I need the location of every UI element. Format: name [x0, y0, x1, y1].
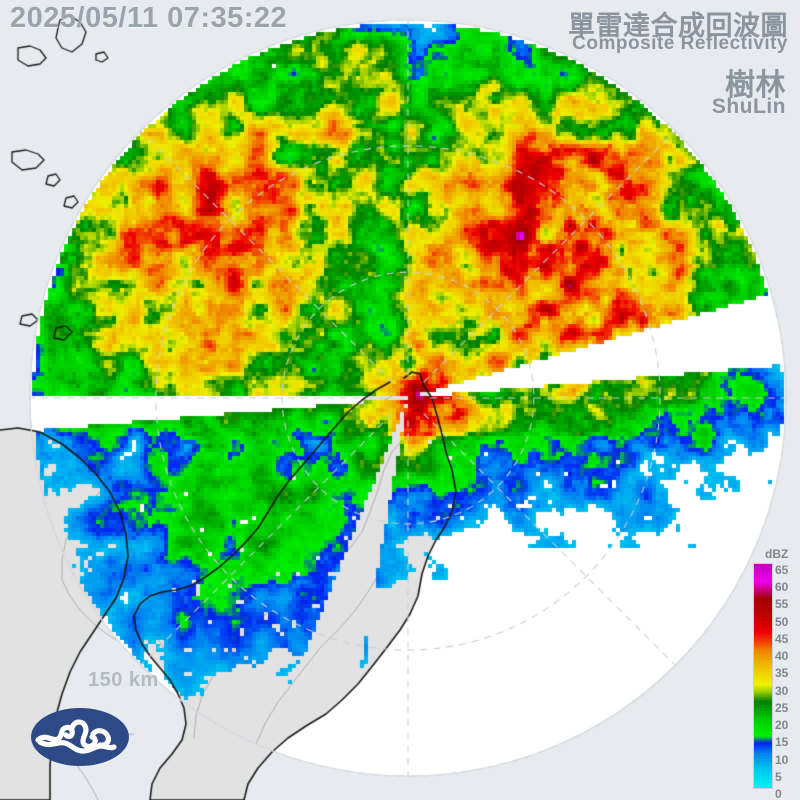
- dbz-tick-45: 45: [775, 631, 789, 646]
- cwa-logo: [31, 708, 129, 766]
- dbz-tick-55: 55: [775, 597, 789, 612]
- dbz-tick-5: 5: [775, 769, 782, 784]
- product-title-en: Composite Reflectivity: [572, 33, 788, 54]
- dbz-tick-30: 30: [775, 683, 789, 698]
- dbz-tick-20: 20: [775, 718, 789, 733]
- dbz-color-scale[interactable]: dBZ 65 60 55 50 45 40 35 30 25 20 15 10 5 0: [753, 547, 800, 800]
- dbz-tick-25: 25: [775, 700, 789, 715]
- station-name-zh: 樹林: [725, 69, 786, 102]
- observation-timestamp: 2025/05/11 07:35:22: [10, 2, 288, 34]
- station-name-en: ShuLin: [711, 95, 786, 118]
- dbz-scale-bar: [753, 563, 773, 789]
- dbz-tick-0: 0: [775, 787, 782, 800]
- product-title-zh: 單雷達合成回波圖: [568, 11, 788, 41]
- range-ring-label: 150 km: [88, 669, 159, 691]
- dbz-tick-10: 10: [775, 752, 789, 767]
- dbz-tick-15: 15: [775, 735, 789, 750]
- dbz-tick-35: 35: [775, 666, 789, 681]
- dbz-tick-50: 50: [775, 614, 789, 629]
- dbz-tick-65: 65: [775, 563, 789, 577]
- dbz-tick-40: 40: [775, 649, 789, 664]
- dbz-scale-ticks: 65 60 55 50 45 40 35 30 25 20 15 10 5 0: [775, 557, 799, 800]
- dbz-scale-title: dBZ: [765, 547, 789, 561]
- dbz-tick-60: 60: [775, 580, 789, 595]
